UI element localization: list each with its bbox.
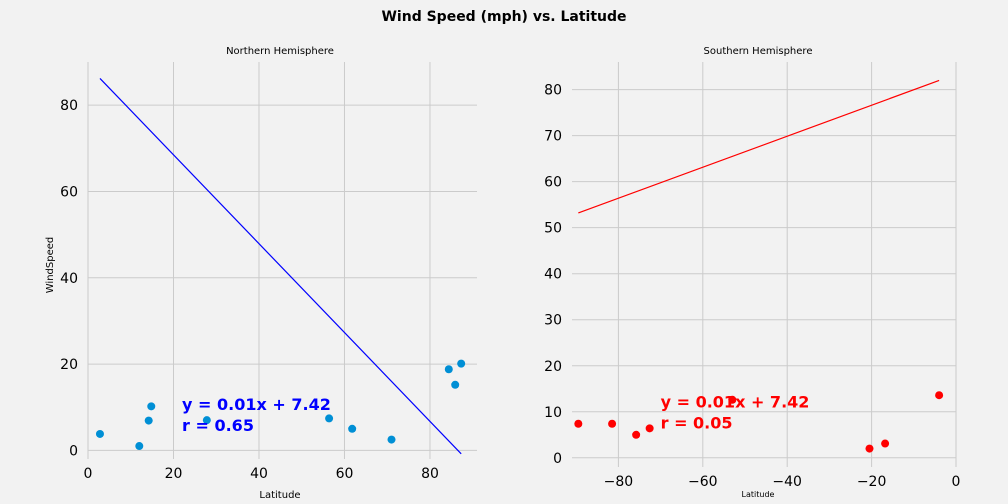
scatter-point xyxy=(202,416,211,425)
y-tick-label: 60 xyxy=(544,175,562,191)
y-tick-label: 20 xyxy=(60,357,78,373)
y-axis-label: WindSpeed xyxy=(45,237,56,293)
regression-annotation: r = 0.05 xyxy=(661,414,733,433)
chart-title: Southern Hemisphere xyxy=(704,46,813,57)
x-axis-label: Latitude xyxy=(259,490,300,501)
scatter-point xyxy=(325,414,334,423)
scatter-point xyxy=(632,430,641,439)
regression-annotation: y = 0.01x + 7.42 xyxy=(661,393,810,412)
x-tick-label: 20 xyxy=(165,466,183,482)
scatter-point xyxy=(645,424,654,433)
scatter-point xyxy=(881,439,890,448)
y-tick-label: 10 xyxy=(544,405,562,421)
scatter-point xyxy=(728,395,737,404)
x-axis-label: Latitude xyxy=(742,490,775,499)
regression-annotation: r = 0.65 xyxy=(182,416,254,435)
figure-title: Wind Speed (mph) vs. Latitude xyxy=(381,9,626,25)
x-tick-label: −40 xyxy=(772,474,802,490)
scatter-point xyxy=(574,419,583,428)
y-tick-label: 20 xyxy=(544,359,562,375)
regression-annotation: y = 0.01x + 7.42 xyxy=(182,395,331,414)
chart-title: Northern Hemisphere xyxy=(226,46,334,57)
x-tick-label: −60 xyxy=(688,474,718,490)
x-tick-label: 40 xyxy=(250,466,268,482)
x-tick-label: 80 xyxy=(421,466,439,482)
northern-hemisphere-chart: Northern Hemisphere Latitude WindSpeed 0… xyxy=(45,46,477,501)
scatter-point xyxy=(95,429,104,438)
y-tick-label: 40 xyxy=(544,267,562,283)
scatter-point xyxy=(387,435,396,444)
y-tick-label: 80 xyxy=(544,83,562,99)
scatter-point xyxy=(935,391,944,400)
scatter-point xyxy=(135,442,144,451)
y-tick-label: 0 xyxy=(69,443,78,459)
y-tick-label: 0 xyxy=(553,451,562,467)
scatter-point xyxy=(865,444,874,453)
y-tick-label: 80 xyxy=(60,98,78,114)
y-tick-label: 60 xyxy=(60,184,78,200)
y-tick-label: 30 xyxy=(544,313,562,329)
regression-line xyxy=(99,77,462,455)
scatter-point xyxy=(457,359,466,368)
y-tick-label: 50 xyxy=(544,221,562,237)
scatter-point xyxy=(444,365,453,374)
scatter-point xyxy=(144,416,153,425)
y-tick-label: 40 xyxy=(60,271,78,287)
scatter-point xyxy=(147,402,156,411)
y-tick-label: 70 xyxy=(544,129,562,145)
scatter-point xyxy=(451,380,460,389)
x-tick-label: 0 xyxy=(952,474,961,490)
x-tick-label: −80 xyxy=(604,474,634,490)
regression-line xyxy=(578,79,940,214)
x-tick-label: 60 xyxy=(336,466,354,482)
x-tick-label: 0 xyxy=(84,466,93,482)
southern-hemisphere-chart: Southern Hemisphere Latitude −80 −60 −40 −2… xyxy=(544,46,960,499)
scatter-point xyxy=(608,419,617,428)
scatter-point xyxy=(348,424,357,433)
x-tick-label: −20 xyxy=(857,474,887,490)
